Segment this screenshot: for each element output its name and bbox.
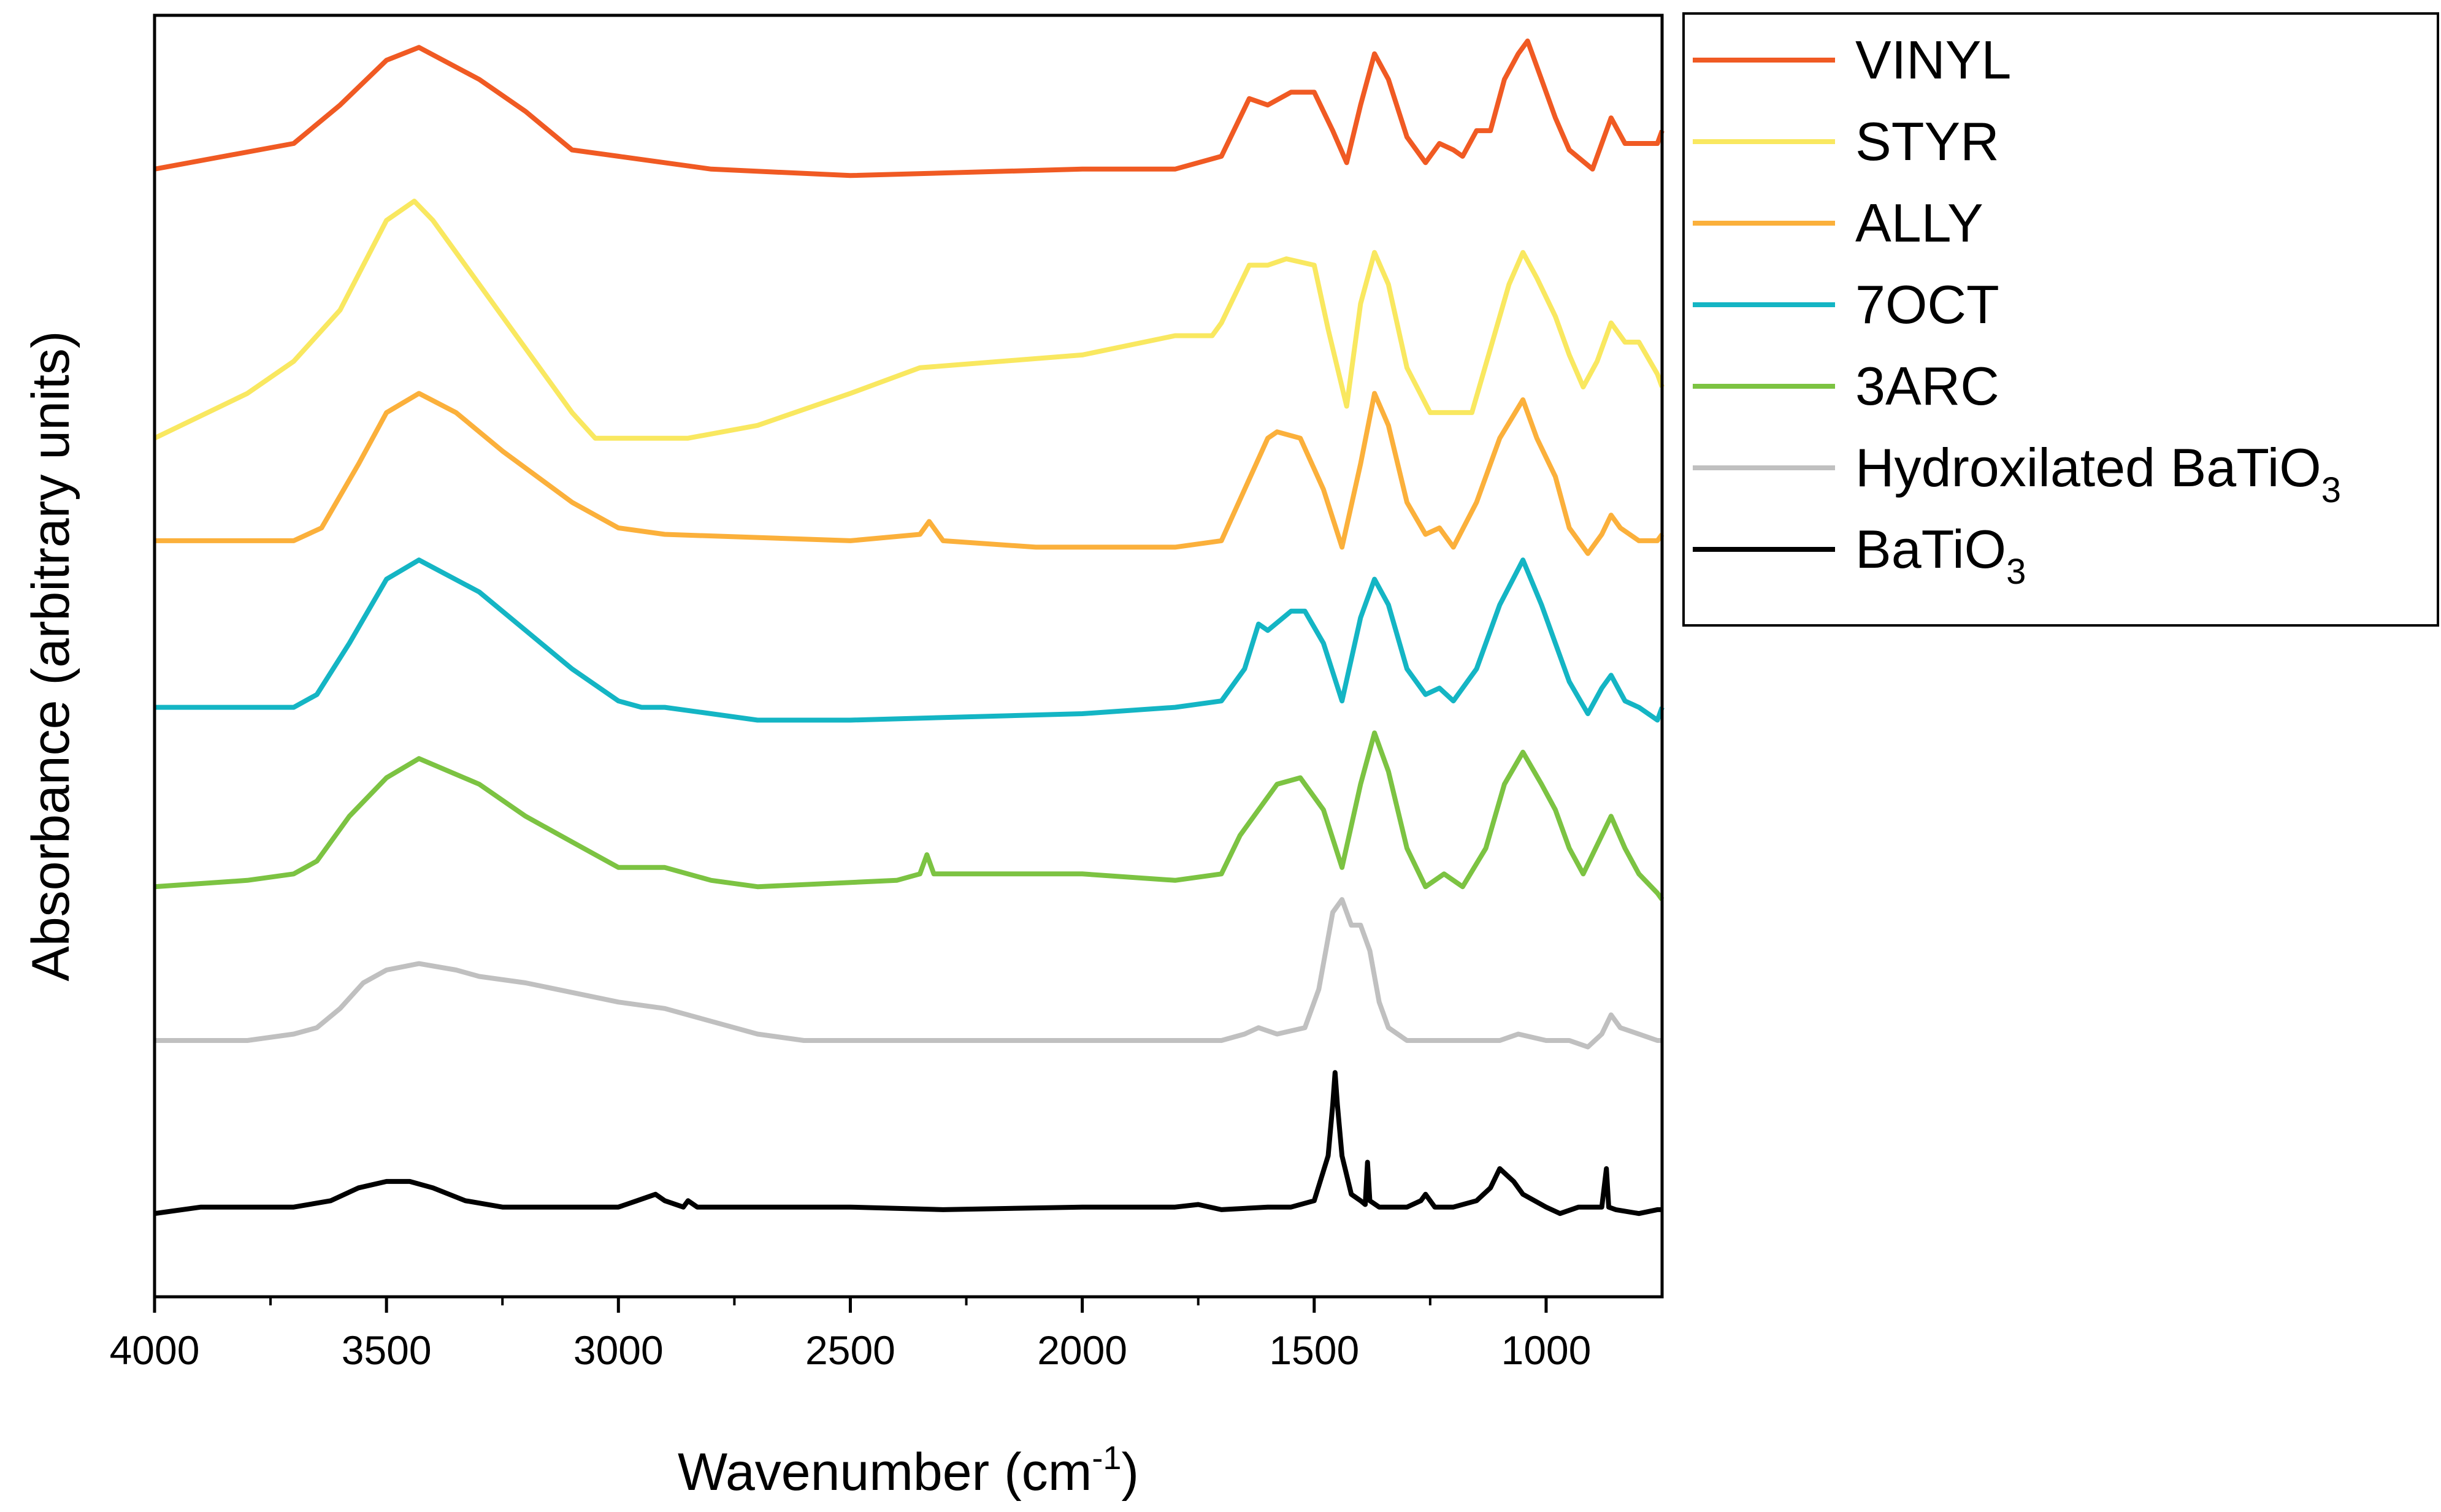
x-tick-label-6: 1000 — [1501, 1327, 1592, 1373]
legend-label-text-5: Hydroxilated BaTiO — [1855, 437, 2321, 498]
series-line-0 — [154, 38, 1665, 178]
x-axis-ticks: 4000 3500 3000 2500 2000 1500 1000 — [110, 1297, 1592, 1373]
legend-label-1: STYR — [1855, 111, 1999, 172]
x-tick-label-5: 1500 — [1269, 1327, 1359, 1373]
x-axis-title-main: Wavenumber (cm — [678, 1443, 1092, 1502]
x-tick-label-0: 4000 — [110, 1327, 200, 1373]
legend-box — [1682, 12, 2439, 627]
legend-label-text-6: BaTiO — [1855, 519, 2006, 579]
legend-label-text-2: ALLY — [1855, 193, 1983, 253]
series-line-6 — [154, 1070, 1662, 1216]
legend-label-sub-6: 3 — [2006, 552, 2026, 592]
x-axis-title: Wavenumber (cm-1) — [678, 1440, 1139, 1502]
plot-frame — [153, 13, 1664, 1299]
x-tick-label-2: 3000 — [573, 1327, 664, 1373]
series-line-1 — [153, 199, 1665, 441]
series-line-4 — [154, 730, 1665, 901]
series-layer — [153, 38, 1665, 1216]
series-line-2 — [155, 391, 1665, 556]
legend-label-text-0: VINYL — [1855, 29, 2011, 90]
series-line-5 — [155, 897, 1662, 1050]
x-tick-label-3: 2500 — [805, 1327, 895, 1373]
legend-label-0: VINYL — [1855, 29, 2011, 90]
legend-label-text-3: 7OCT — [1855, 274, 1999, 335]
legend-label-4: 3ARC — [1855, 356, 1999, 416]
legend-label-text-1: STYR — [1855, 111, 1999, 172]
legend-label-3: 7OCT — [1855, 274, 1999, 335]
legend-label-5: Hydroxilated BaTiO3 — [1855, 437, 2341, 510]
x-axis-title-sup: -1 — [1092, 1440, 1121, 1476]
legend-label-6: BaTiO3 — [1855, 519, 2026, 592]
x-axis-title-tail: ) — [1121, 1443, 1139, 1502]
legend-label-2: ALLY — [1855, 193, 1983, 253]
legend-label-text-4: 3ARC — [1855, 356, 1999, 416]
y-axis-title: Absorbance (arbitrary units) — [21, 330, 80, 981]
legend-label-sub-5: 3 — [2321, 470, 2341, 510]
x-tick-label-1: 3500 — [342, 1327, 432, 1373]
series-line-3 — [155, 557, 1665, 723]
x-tick-label-4: 2000 — [1037, 1327, 1127, 1373]
